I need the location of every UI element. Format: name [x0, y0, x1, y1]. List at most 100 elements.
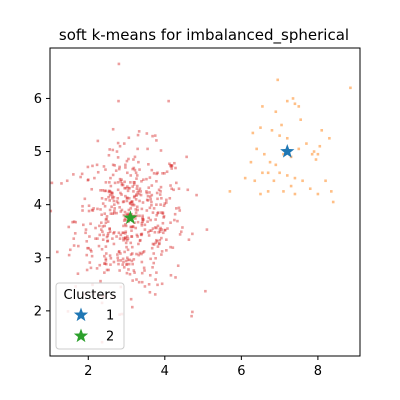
data-point: [122, 266, 126, 269]
data-point: [119, 259, 123, 262]
data-point: [228, 190, 232, 193]
y-tick-label: 2: [34, 304, 42, 319]
data-point: [141, 251, 145, 254]
data-point: [165, 249, 168, 252]
data-point: [155, 238, 158, 242]
data-point: [140, 221, 144, 225]
data-point: [129, 297, 133, 301]
data-point: [88, 235, 91, 238]
data-point: [115, 211, 118, 215]
data-point: [135, 174, 139, 177]
data-point: [135, 194, 138, 197]
data-point: [93, 176, 96, 180]
data-point: [119, 252, 122, 255]
data-point: [132, 258, 136, 261]
data-point: [137, 192, 141, 196]
data-point: [318, 144, 322, 148]
data-point: [154, 278, 157, 281]
data-point: [103, 271, 106, 274]
data-point: [96, 170, 100, 174]
data-point: [90, 250, 93, 253]
data-point: [141, 214, 144, 218]
data-point: [173, 212, 177, 216]
data-point: [142, 250, 146, 253]
data-point: [151, 227, 155, 230]
data-point: [181, 226, 184, 229]
data-point: [122, 231, 125, 235]
data-point: [156, 245, 160, 248]
data-point: [169, 184, 172, 187]
data-point: [255, 147, 258, 151]
data-point: [170, 187, 173, 191]
data-point: [141, 218, 145, 222]
data-point: [147, 230, 150, 234]
data-point: [130, 203, 134, 207]
data-point: [160, 253, 163, 256]
data-point: [140, 179, 143, 183]
data-point: [176, 219, 179, 223]
data-point: [87, 209, 91, 213]
data-point: [253, 179, 257, 183]
data-point: [99, 279, 102, 283]
data-point: [305, 142, 308, 145]
data-point: [152, 207, 156, 210]
data-point: [130, 252, 134, 255]
data-point: [101, 202, 105, 205]
data-point: [99, 221, 103, 225]
data-point: [161, 221, 165, 225]
data-point: [129, 207, 133, 210]
data-point: [145, 198, 149, 202]
data-point: [72, 237, 76, 240]
legend-label: 1: [106, 309, 114, 324]
data-point: [126, 171, 129, 175]
data-point: [270, 129, 274, 132]
data-point: [141, 217, 144, 221]
data-point: [134, 171, 138, 175]
y-axis: 2 3 4 5 6: [34, 92, 50, 319]
data-point: [103, 204, 107, 208]
data-point: [331, 200, 335, 204]
data-point: [135, 193, 138, 196]
data-point: [123, 180, 126, 184]
data-point: [67, 253, 71, 257]
data-point: [261, 171, 264, 175]
data-point: [140, 271, 144, 275]
cluster-center-star: [280, 144, 295, 158]
data-point: [155, 226, 158, 230]
data-point: [133, 221, 136, 225]
data-point: [137, 160, 140, 164]
data-point: [103, 262, 106, 265]
data-point: [124, 194, 127, 198]
data-point: [135, 233, 139, 237]
data-point: [140, 232, 144, 236]
data-point: [145, 177, 148, 181]
data-point: [130, 235, 133, 238]
data-point: [161, 212, 165, 215]
data-point: [118, 269, 121, 272]
data-point: [314, 158, 318, 161]
data-point: [153, 230, 157, 234]
data-point: [175, 181, 178, 185]
data-point: [140, 233, 143, 237]
data-point: [108, 227, 111, 231]
legend: Clusters 1 2: [55, 282, 125, 350]
data-point: [150, 193, 154, 197]
data-point: [152, 252, 156, 255]
data-point: [171, 246, 175, 249]
data-point: [155, 191, 159, 195]
data-point: [168, 162, 171, 166]
data-point: [293, 102, 297, 106]
data-point: [155, 139, 158, 142]
data-point: [110, 205, 113, 209]
data-point: [105, 268, 109, 272]
data-point: [136, 220, 140, 224]
data-point: [131, 262, 134, 266]
data-point: [152, 172, 156, 175]
data-point: [166, 227, 169, 230]
data-point: [142, 266, 146, 270]
data-point: [139, 193, 143, 197]
data-point: [100, 196, 104, 200]
data-point: [138, 199, 141, 203]
data-point: [129, 181, 132, 184]
data-point: [153, 226, 157, 229]
